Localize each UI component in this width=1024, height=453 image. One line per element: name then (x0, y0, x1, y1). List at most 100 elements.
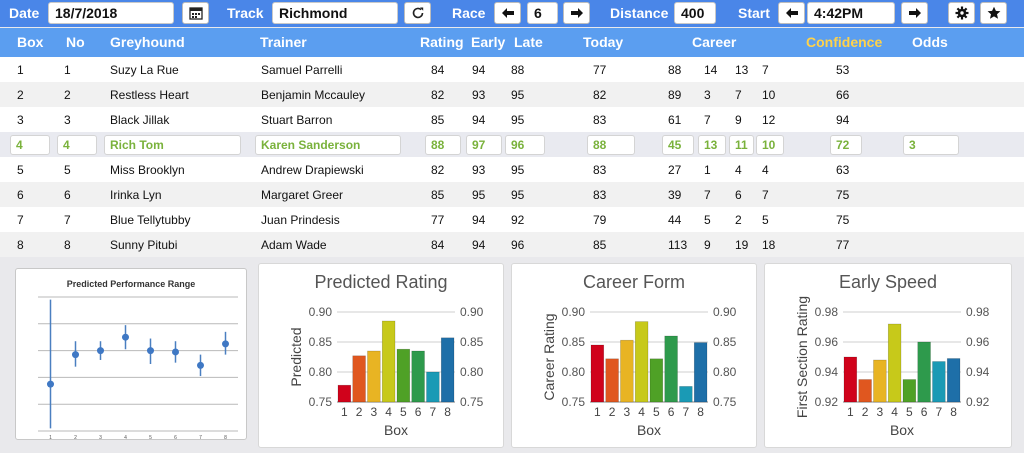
distance-field[interactable]: 400 (674, 2, 716, 24)
col-confidence[interactable]: Confidence (806, 34, 883, 50)
x-tick-label: 8 (444, 405, 451, 419)
cell-no: 3 (64, 113, 71, 127)
refresh-button[interactable] (404, 2, 431, 24)
bar-plot: 0.92 0.92 0.94 0.94 0.96 0.96 0.98 0.98 1 2 3 4 5 6 7 8… (794, 296, 990, 438)
cell-rating[interactable]: 88 (425, 135, 461, 155)
table-row[interactable]: 8 8 Sunny Pitubi Adam Wade 84 94 96 85 1… (0, 232, 1024, 257)
x-tick-label: 4 (124, 435, 127, 439)
range-point (72, 351, 79, 359)
y-tick-label: 0.80 (562, 365, 586, 379)
performance-range-chart: Predicted Performance Range 1 2 3 4 5 6 7 8 (15, 268, 247, 440)
x-tick-label: 7 (430, 405, 437, 419)
cell-today: 85 (593, 238, 607, 252)
cell-career-3[interactable]: 11 (729, 135, 754, 155)
col-odds[interactable]: Odds (912, 34, 948, 50)
x-tick-label: 3 (99, 435, 102, 439)
table-row[interactable]: 3 3 Black Jillak Stuart Barron 85 94 95 … (0, 107, 1024, 132)
date-field[interactable]: 18/7/2018 (48, 2, 174, 24)
y-axis-label: Predicted (288, 327, 304, 386)
cell-no[interactable]: 4 (57, 135, 97, 155)
cell-confidence[interactable]: 72 (830, 135, 862, 155)
x-axis-label: Box (890, 422, 914, 438)
cell-rating: 82 (431, 163, 445, 177)
cell-today[interactable]: 88 (587, 135, 635, 155)
table-row[interactable]: 6 6 Irinka Lyn Margaret Greer 85 95 95 8… (0, 182, 1024, 207)
bar (590, 344, 605, 403)
x-tick-label: 4 (891, 405, 898, 419)
col-early[interactable]: Early (471, 34, 506, 50)
settings-button[interactable] (948, 2, 975, 24)
x-tick-label: 5 (149, 435, 152, 439)
cell-career-2[interactable]: 13 (698, 135, 726, 155)
chart-title: Predicted Performance Range (66, 279, 196, 289)
cell-trainer[interactable]: Karen Sanderson (255, 135, 401, 155)
x-tick-label: 8 (224, 435, 227, 439)
cell-greyhound: Suzy La Rue (110, 63, 179, 77)
col-late[interactable]: Late (514, 34, 543, 50)
col-career[interactable]: Career (692, 34, 737, 50)
x-axis-label: Box (384, 422, 408, 438)
cell-greyhound: Restless Heart (110, 88, 189, 102)
bar (873, 359, 887, 403)
y-tick-label: 0.90 (309, 305, 333, 319)
table-row[interactable]: 7 7 Blue Tellytubby Juan Prindesis 77 94… (0, 207, 1024, 232)
cell-box[interactable]: 4 (10, 135, 50, 155)
table-row[interactable]: 5 5 Miss Brooklyn Andrew Drapiewski 82 9… (0, 157, 1024, 182)
date-label: Date (9, 5, 40, 21)
y-tick-label-right: 0.85 (460, 335, 484, 349)
cell-early[interactable]: 97 (466, 135, 502, 155)
race-field[interactable]: 6 (527, 2, 558, 24)
cell-confidence: 94 (836, 113, 850, 127)
bar (902, 379, 917, 403)
col-box[interactable]: Box (17, 34, 44, 50)
start-time-field[interactable]: 4:42PM (807, 2, 895, 24)
col-today[interactable]: Today (583, 34, 624, 50)
cell-greyhound[interactable]: Rich Tom (104, 135, 241, 155)
race-prev-button[interactable] (494, 2, 521, 24)
cell-career-4[interactable]: 10 (756, 135, 784, 155)
start-next-button[interactable] (901, 2, 928, 24)
cell-greyhound: Black Jillak (110, 113, 170, 127)
cell-trainer: Benjamin Mccauley (261, 88, 366, 102)
table-row[interactable]: 2 2 Restless Heart Benjamin Mccauley 82 … (0, 82, 1024, 107)
x-tick-label: 7 (683, 405, 690, 419)
cell-odds[interactable]: 3 (903, 135, 959, 155)
cell-rating: 85 (431, 188, 445, 202)
range-point (47, 380, 54, 388)
predicted-rating-chart: Predicted Rating 0.75 0.75 0.80 0.80 0.85 0.8… (258, 263, 504, 448)
cell-career-1: 27 (668, 163, 682, 177)
y-tick-label: 0.75 (309, 395, 333, 409)
bar (693, 342, 708, 403)
table-row[interactable]: 1 1 Suzy La Rue Samuel Parrelli 84 94 88… (0, 57, 1024, 82)
cell-career-3: 6 (735, 188, 742, 202)
range-point (122, 333, 129, 341)
cell-rating: 84 (431, 238, 445, 252)
cell-early: 94 (472, 63, 486, 77)
x-tick-label: 2 (356, 405, 363, 419)
cell-no: 2 (64, 88, 71, 102)
cell-career-4: 5 (762, 213, 769, 227)
col-rating[interactable]: Rating (420, 34, 464, 50)
bar (605, 358, 619, 403)
favorite-button[interactable] (980, 2, 1007, 24)
x-tick-label: 4 (638, 405, 645, 419)
cell-career-1[interactable]: 45 (662, 135, 694, 155)
start-prev-button[interactable] (778, 2, 805, 24)
col-greyhound[interactable]: Greyhound (110, 34, 185, 50)
track-field[interactable]: Richmond (272, 2, 398, 24)
table-row-selected[interactable]: 4 4 Rich Tom Karen Sanderson 88 97 96 88… (0, 132, 1024, 157)
arrow-right-icon (908, 8, 921, 18)
calendar-button[interactable] (182, 2, 209, 24)
cell-late: 95 (511, 88, 525, 102)
bar-plot: 0.75 0.75 0.80 0.80 0.85 0.85 0.90 0.90 1 2 3 4 5 6 7 8… (541, 305, 737, 438)
range-plot: 1 2 3 4 5 6 7 8 (38, 296, 238, 439)
cell-late[interactable]: 96 (505, 135, 545, 155)
race-next-button[interactable] (563, 2, 590, 24)
cell-late: 95 (511, 188, 525, 202)
cell-career-2: 9 (704, 238, 711, 252)
col-no[interactable]: No (66, 34, 85, 50)
cell-box: 1 (17, 63, 24, 77)
col-trainer[interactable]: Trainer (260, 34, 307, 50)
x-tick-label: 5 (653, 405, 660, 419)
y-tick-label: 0.98 (815, 305, 839, 319)
